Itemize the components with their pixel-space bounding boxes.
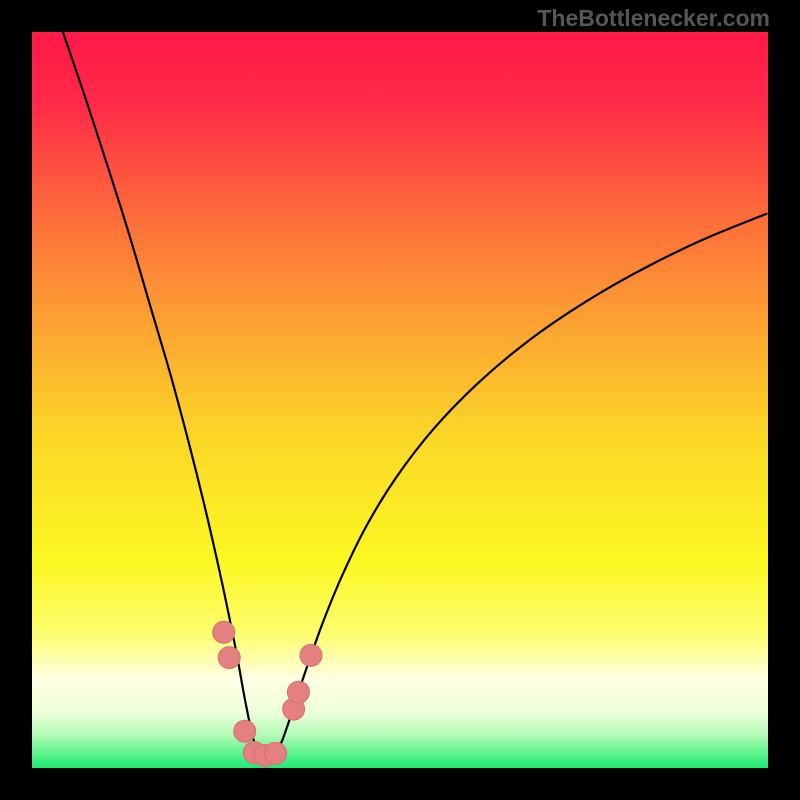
watermark-text: TheBottlenecker.com [537, 5, 770, 32]
data-marker [234, 720, 256, 742]
data-marker [300, 644, 322, 666]
data-marker [287, 681, 309, 703]
plot-area [32, 32, 768, 768]
data-marker [265, 742, 287, 764]
plot-svg [32, 32, 768, 768]
outer-frame: TheBottlenecker.com [0, 0, 800, 800]
gradient-background [32, 32, 768, 768]
data-marker [213, 621, 235, 643]
data-marker [218, 647, 240, 669]
